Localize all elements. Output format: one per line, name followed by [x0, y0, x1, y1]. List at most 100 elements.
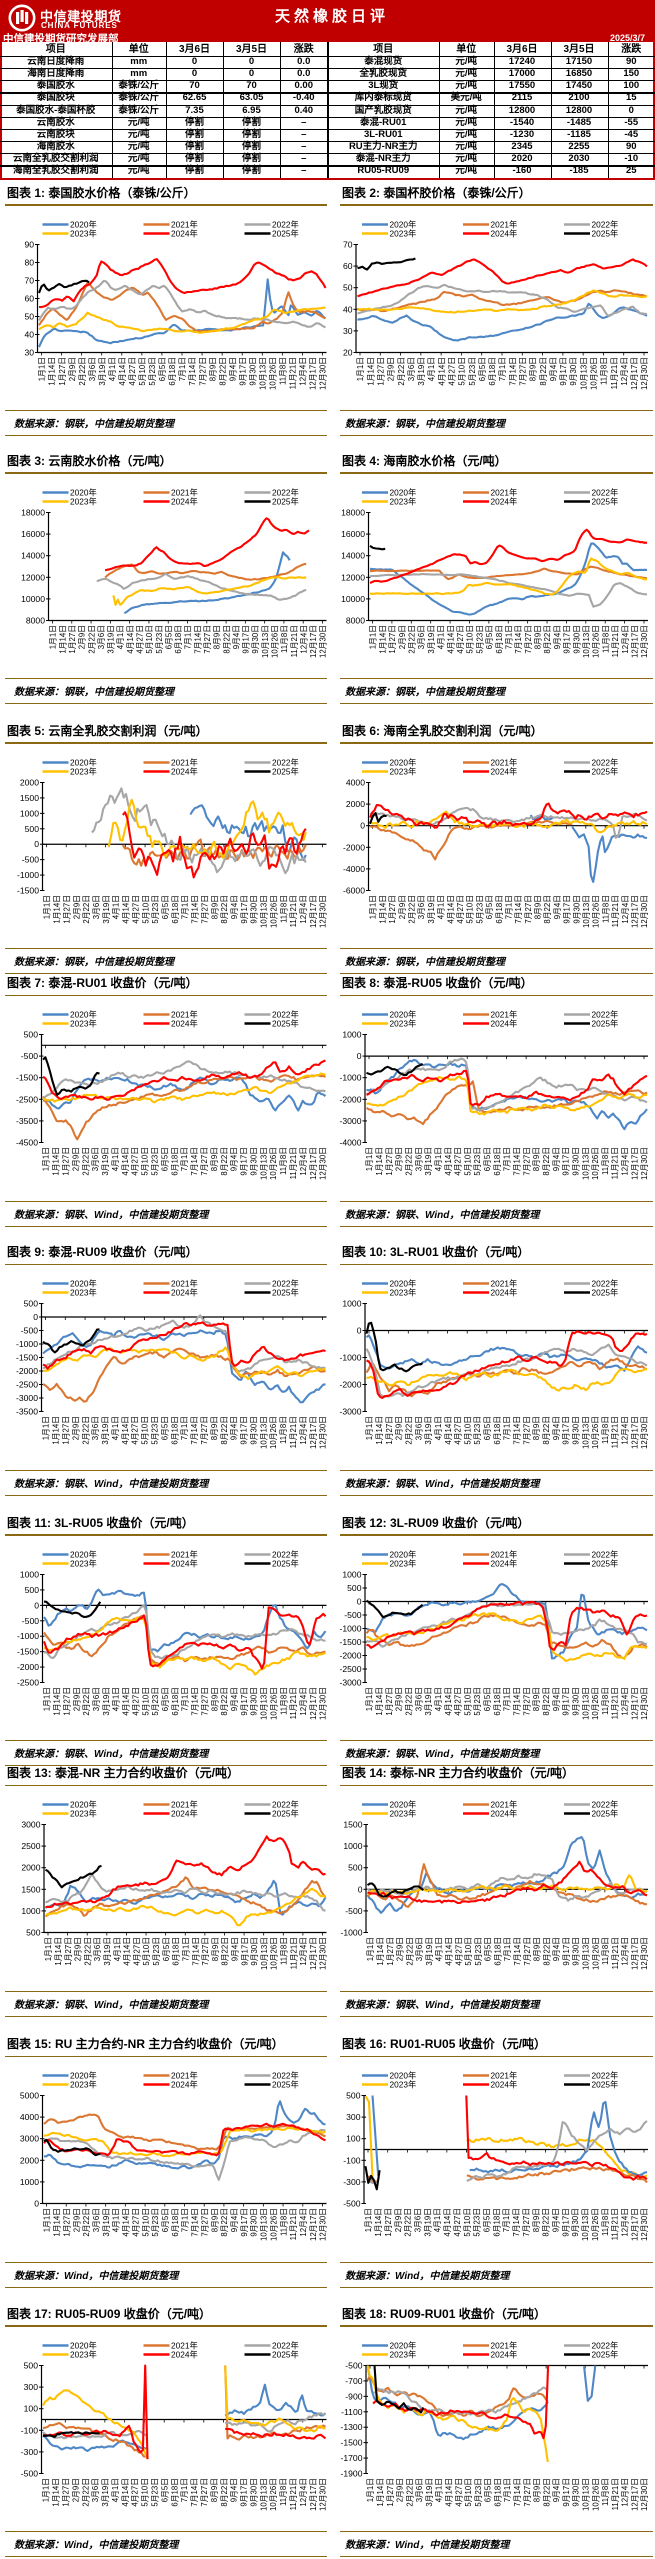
svg-text:9月4日: 9月4日 [552, 1687, 561, 1711]
svg-text:300: 300 [346, 2112, 361, 2122]
svg-text:2020年: 2020年 [390, 1279, 417, 1289]
svg-text:7月27日: 7月27日 [200, 1687, 209, 1716]
svg-text:12月4日: 12月4日 [621, 1937, 630, 1966]
svg-text:500: 500 [26, 1928, 41, 1938]
svg-text:1月1日: 1月1日 [356, 357, 365, 381]
svg-text:2022年: 2022年 [272, 1549, 299, 1559]
svg-text:3月19日: 3月19日 [424, 1687, 433, 1716]
svg-text:-500: -500 [22, 1615, 39, 1625]
svg-text:12月30日: 12月30日 [319, 1687, 328, 1720]
svg-text:1月27日: 1月27日 [385, 1416, 394, 1445]
svg-text:11月8日: 11月8日 [601, 1147, 610, 1175]
svg-text:11月21日: 11月21日 [611, 2478, 620, 2510]
svg-text:5月10日: 5月10日 [463, 1416, 472, 1445]
svg-text:2025年: 2025年 [272, 496, 299, 506]
svg-text:4月27日: 4月27日 [128, 357, 137, 386]
svg-text:9月17日: 9月17日 [240, 1937, 249, 1966]
svg-text:10月26日: 10月26日 [269, 2478, 278, 2511]
svg-text:1500: 1500 [20, 792, 39, 802]
svg-text:3月6日: 3月6日 [92, 2208, 101, 2232]
svg-text:2月9日: 2月9日 [395, 1147, 404, 1171]
svg-text:7月14日: 7月14日 [191, 1687, 200, 1716]
svg-text:7月1日: 7月1日 [181, 2208, 190, 2232]
svg-text:12月30日: 12月30日 [319, 2208, 328, 2241]
svg-text:9月30日: 9月30日 [571, 1147, 580, 1176]
svg-text:2023年: 2023年 [70, 1809, 97, 1819]
svg-text:8月9日: 8月9日 [210, 1147, 219, 1171]
svg-text:4月27日: 4月27日 [135, 625, 144, 654]
svg-text:9月30日: 9月30日 [250, 1687, 259, 1716]
svg-text:2月9日: 2月9日 [71, 1147, 80, 1171]
svg-text:12月30日: 12月30日 [319, 1937, 328, 1970]
svg-text:3月19日: 3月19日 [101, 2478, 110, 2507]
svg-text:4月14日: 4月14日 [121, 2478, 130, 2507]
svg-text:8月22日: 8月22日 [539, 357, 548, 386]
svg-text:7月1日: 7月1日 [502, 2208, 511, 2232]
svg-text:8月9日: 8月9日 [534, 895, 543, 919]
svg-text:2023年: 2023年 [390, 496, 417, 506]
svg-text:11月8日: 11月8日 [601, 1416, 610, 1444]
svg-text:4月14日: 4月14日 [123, 1937, 132, 1966]
svg-text:2025年: 2025年 [272, 2080, 299, 2090]
svg-text:11月8日: 11月8日 [600, 357, 609, 385]
svg-text:2023年: 2023年 [70, 1019, 97, 1029]
svg-text:2024年: 2024年 [171, 2349, 198, 2359]
svg-text:4月27日: 4月27日 [131, 1147, 140, 1176]
svg-text:2024年: 2024年 [171, 1019, 198, 1029]
svg-text:6月18日: 6月18日 [495, 625, 504, 654]
svg-text:6月5日: 6月5日 [158, 357, 167, 381]
svg-text:5月23日: 5月23日 [151, 1416, 160, 1445]
svg-text:2024年: 2024年 [491, 496, 518, 506]
svg-text:9月4日: 9月4日 [228, 357, 237, 381]
svg-text:8月22日: 8月22日 [221, 1937, 230, 1966]
svg-text:3月6日: 3月6日 [92, 895, 101, 919]
svg-text:-1500: -1500 [340, 1637, 362, 1647]
svg-text:11月8日: 11月8日 [601, 625, 610, 653]
svg-text:2021年: 2021年 [491, 1549, 518, 1559]
svg-text:-2000: -2000 [340, 1094, 362, 1104]
svg-text:9月30日: 9月30日 [249, 1416, 258, 1445]
svg-text:-1000: -1000 [340, 1073, 362, 1083]
svg-text:2022年: 2022年 [592, 1010, 619, 1020]
svg-text:7月14日: 7月14日 [191, 1937, 200, 1966]
svg-text:2月22日: 2月22日 [404, 1147, 413, 1176]
svg-text:-2000: -2000 [343, 842, 365, 852]
svg-text:-2500: -2500 [16, 1094, 38, 1104]
svg-text:300: 300 [24, 2382, 39, 2392]
svg-text:7月1日: 7月1日 [504, 625, 513, 649]
svg-text:2024年: 2024年 [171, 496, 198, 506]
svg-text:2025年: 2025年 [592, 766, 619, 776]
svg-text:3月6日: 3月6日 [91, 1416, 100, 1440]
svg-text:1000: 1000 [342, 1299, 361, 1309]
svg-text:12月30日: 12月30日 [640, 1416, 649, 1449]
svg-text:3月6日: 3月6日 [407, 357, 416, 381]
svg-text:2020年: 2020年 [390, 1010, 417, 1020]
svg-text:10月13日: 10月13日 [261, 625, 270, 658]
svg-text:1000: 1000 [20, 2177, 39, 2187]
svg-text:12月4日: 12月4日 [299, 2208, 308, 2237]
svg-text:9月17日: 9月17日 [562, 1416, 571, 1445]
svg-text:1月27日: 1月27日 [388, 895, 397, 924]
svg-text:4月14日: 4月14日 [444, 1416, 453, 1445]
svg-text:-2500: -2500 [16, 1380, 38, 1390]
svg-text:7月27日: 7月27日 [200, 895, 209, 924]
svg-text:2022年: 2022年 [272, 1800, 299, 1810]
svg-text:12月17日: 12月17日 [309, 895, 318, 928]
svg-text:-2500: -2500 [17, 1677, 39, 1687]
svg-text:2月9日: 2月9日 [398, 895, 407, 919]
svg-text:2021年: 2021年 [171, 2340, 198, 2350]
svg-text:5月23日: 5月23日 [474, 2478, 483, 2507]
svg-text:1月27日: 1月27日 [68, 625, 77, 654]
svg-text:11月8日: 11月8日 [601, 2478, 610, 2506]
svg-text:7月27日: 7月27日 [522, 1687, 531, 1716]
svg-text:4000: 4000 [346, 777, 365, 787]
svg-text:2023年: 2023年 [390, 2349, 417, 2359]
svg-text:4月27日: 4月27日 [131, 1687, 140, 1716]
svg-text:2月22日: 2月22日 [81, 1147, 90, 1176]
svg-text:-3500: -3500 [16, 1407, 38, 1417]
svg-text:5月10日: 5月10日 [138, 357, 147, 386]
svg-text:10月13日: 10月13日 [581, 2208, 590, 2241]
svg-text:6月5日: 6月5日 [161, 895, 170, 919]
svg-text:7月27日: 7月27日 [522, 1416, 531, 1445]
svg-text:6月5日: 6月5日 [160, 1147, 169, 1171]
